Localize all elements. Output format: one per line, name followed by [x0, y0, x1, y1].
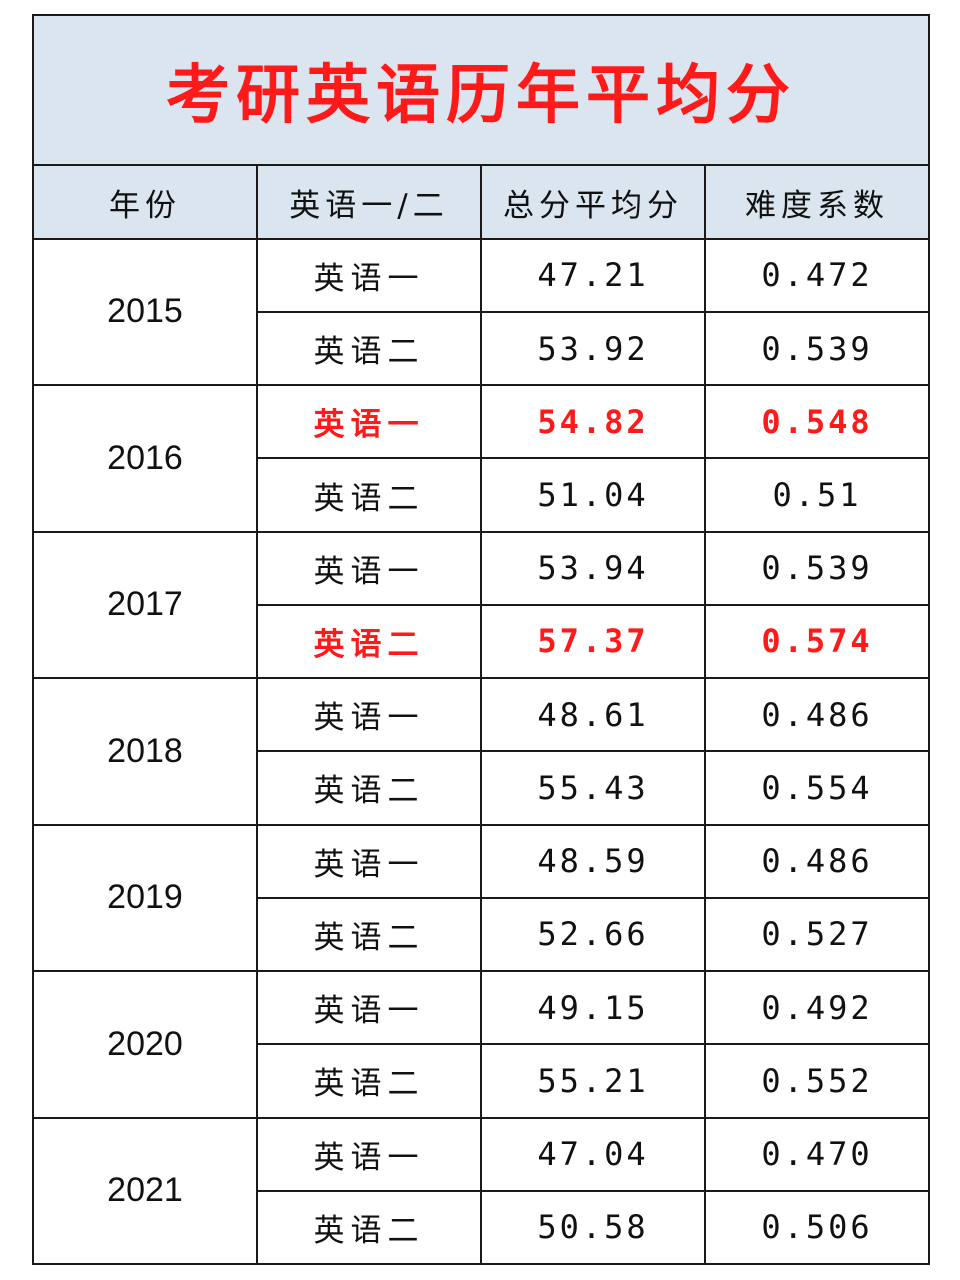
difficulty-cell: 0.554 [704, 750, 930, 826]
exam-type-cell: 英语一 [256, 823, 482, 899]
exam-type-cell: 英语二 [256, 310, 482, 387]
difficulty-cell: 0.470 [704, 1116, 930, 1192]
table-row: 英语二 55.21 0.552 [33, 1043, 930, 1119]
difficulty-cell: 0.492 [704, 970, 930, 1046]
column-header-exam-type: 英语一/二 [256, 164, 482, 240]
average-score-cell: 55.21 [480, 1043, 706, 1119]
exam-type-cell: 英语一 [256, 530, 482, 606]
average-score-cell: 52.66 [480, 896, 706, 973]
year-cell: 2021 [32, 1116, 258, 1266]
table-row: 英语二 55.43 0.554 [33, 750, 930, 826]
score-table: 考研英语历年平均分 年份 英语一/二 总分平均分 难度系数 2015 英语一 47.… [32, 13, 930, 1266]
table-row: 2017 英语一 53.94 0.539 [32, 530, 930, 680]
header-row: 年份 英语一/二 总分平均分 难度系数 [32, 164, 930, 240]
title-row: 考研英语历年平均分 [32, 13, 930, 167]
difficulty-cell: 0.506 [704, 1189, 930, 1266]
difficulty-cell: 0.539 [704, 530, 930, 606]
difficulty-cell: 0.486 [704, 823, 930, 899]
average-score-cell: 47.21 [480, 237, 706, 313]
column-header-difficulty: 难度系数 [704, 164, 930, 240]
difficulty-cell: 0.486 [704, 677, 930, 753]
exam-type-cell: 英语一 [256, 677, 482, 753]
table-row: 2020 英语一 49.15 0.492 [32, 970, 930, 1119]
average-score-cell: 47.04 [480, 1116, 706, 1192]
year-cell: 2016 [32, 384, 258, 533]
column-header-year: 年份 [32, 164, 258, 240]
table-row: 英语二 51.04 0.51 [33, 457, 930, 533]
average-score-cell: 48.59 [480, 823, 706, 899]
year-cell: 2019 [32, 823, 258, 973]
table-row: 英语二 53.92 0.539 [33, 310, 930, 387]
year-cell: 2017 [32, 530, 258, 680]
difficulty-cell: 0.539 [704, 310, 930, 387]
average-score-cell: 57.37 [480, 603, 706, 680]
exam-type-cell: 英语二 [256, 750, 482, 826]
exam-type-cell: 英语二 [256, 457, 482, 533]
table-row: 英语二 57.37 0.574 [33, 603, 930, 680]
average-score-cell: 48.61 [480, 677, 706, 753]
exam-type-cell: 英语一 [256, 970, 482, 1046]
difficulty-cell: 0.552 [704, 1043, 930, 1119]
exam-type-cell: 英语二 [256, 1043, 482, 1119]
difficulty-cell: 0.472 [704, 237, 930, 313]
exam-type-cell: 英语二 [256, 1189, 482, 1266]
difficulty-cell: 0.548 [704, 384, 930, 460]
average-score-cell: 50.58 [480, 1189, 706, 1266]
year-cell: 2020 [32, 970, 258, 1119]
table-row: 英语二 52.66 0.527 [33, 896, 930, 973]
table-row: 英语二 50.58 0.506 [33, 1189, 930, 1266]
column-header-average-score: 总分平均分 [480, 164, 706, 240]
average-score-cell: 49.15 [480, 970, 706, 1046]
table-body: 考研英语历年平均分 年份 英语一/二 总分平均分 难度系数 2015 英语一 47.… [32, 13, 930, 1266]
exam-type-cell: 英语一 [256, 237, 482, 313]
average-score-cell: 53.92 [480, 310, 706, 387]
year-cell: 2018 [32, 677, 258, 826]
difficulty-cell: 0.527 [704, 896, 930, 973]
table-row: 2021 英语一 47.04 0.470 [32, 1116, 930, 1266]
average-score-cell: 51.04 [480, 457, 706, 533]
year-cell: 2015 [32, 237, 258, 387]
difficulty-cell: 0.51 [704, 457, 930, 533]
table-row: 2018 英语一 48.61 0.486 [32, 677, 930, 826]
table-row: 2019 英语一 48.59 0.486 [32, 823, 930, 973]
average-score-cell: 53.94 [480, 530, 706, 606]
average-score-cell: 54.82 [480, 384, 706, 460]
table-row: 2016 英语一 54.82 0.548 [32, 384, 930, 533]
exam-type-cell: 英语二 [256, 896, 482, 973]
difficulty-cell: 0.574 [704, 603, 930, 680]
exam-type-cell: 英语一 [256, 1116, 482, 1192]
exam-type-cell: 英语一 [256, 384, 482, 460]
exam-type-cell: 英语二 [256, 603, 482, 680]
average-score-cell: 55.43 [480, 750, 706, 826]
page-title: 考研英语历年平均分 [32, 13, 930, 167]
table-row: 2015 英语一 47.21 0.472 [32, 237, 930, 387]
